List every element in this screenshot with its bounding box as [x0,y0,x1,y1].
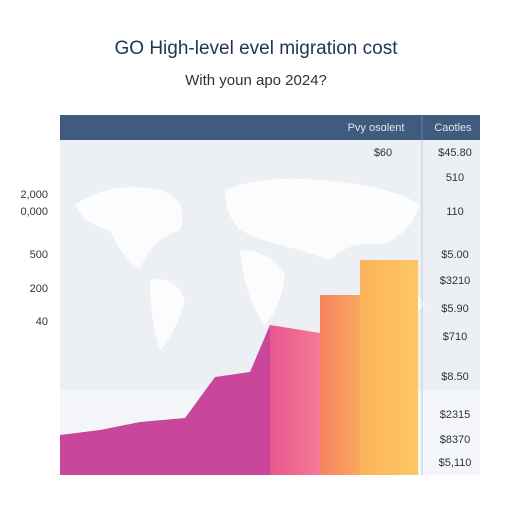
left-label: 500 [30,249,48,261]
table-cell: 110 [446,206,464,218]
left-label: 0,000 [20,206,48,218]
table-cell: $5,110 [439,457,472,469]
left-label: 40 [36,316,48,328]
table-cell: $710 [443,331,467,343]
left-label: 200 [30,283,48,295]
bar [270,325,320,475]
table-cell: $60 [374,147,392,159]
table-cell: $8370 [440,434,471,446]
chart-title: GO High-level evel migration cost [115,38,399,59]
header-cell: Pvy osɑlent [348,122,405,134]
chart-subtitle: With youn apo 2024? [185,72,327,89]
table-cell: $2315 [440,409,471,421]
table-cell: $45.80 [438,147,472,159]
table-header [60,115,480,140]
table-cell: $5.00 [441,249,469,261]
table-cell: $3210 [440,275,471,287]
area [60,325,270,475]
header-cell: Caotles [434,122,472,134]
left-label: 2,000 [20,189,48,201]
table-cell: $5.90 [441,303,469,315]
bar [320,295,360,475]
bar [360,260,418,475]
table-cell: $8.50 [441,371,469,383]
table-cell: 510 [446,172,464,184]
